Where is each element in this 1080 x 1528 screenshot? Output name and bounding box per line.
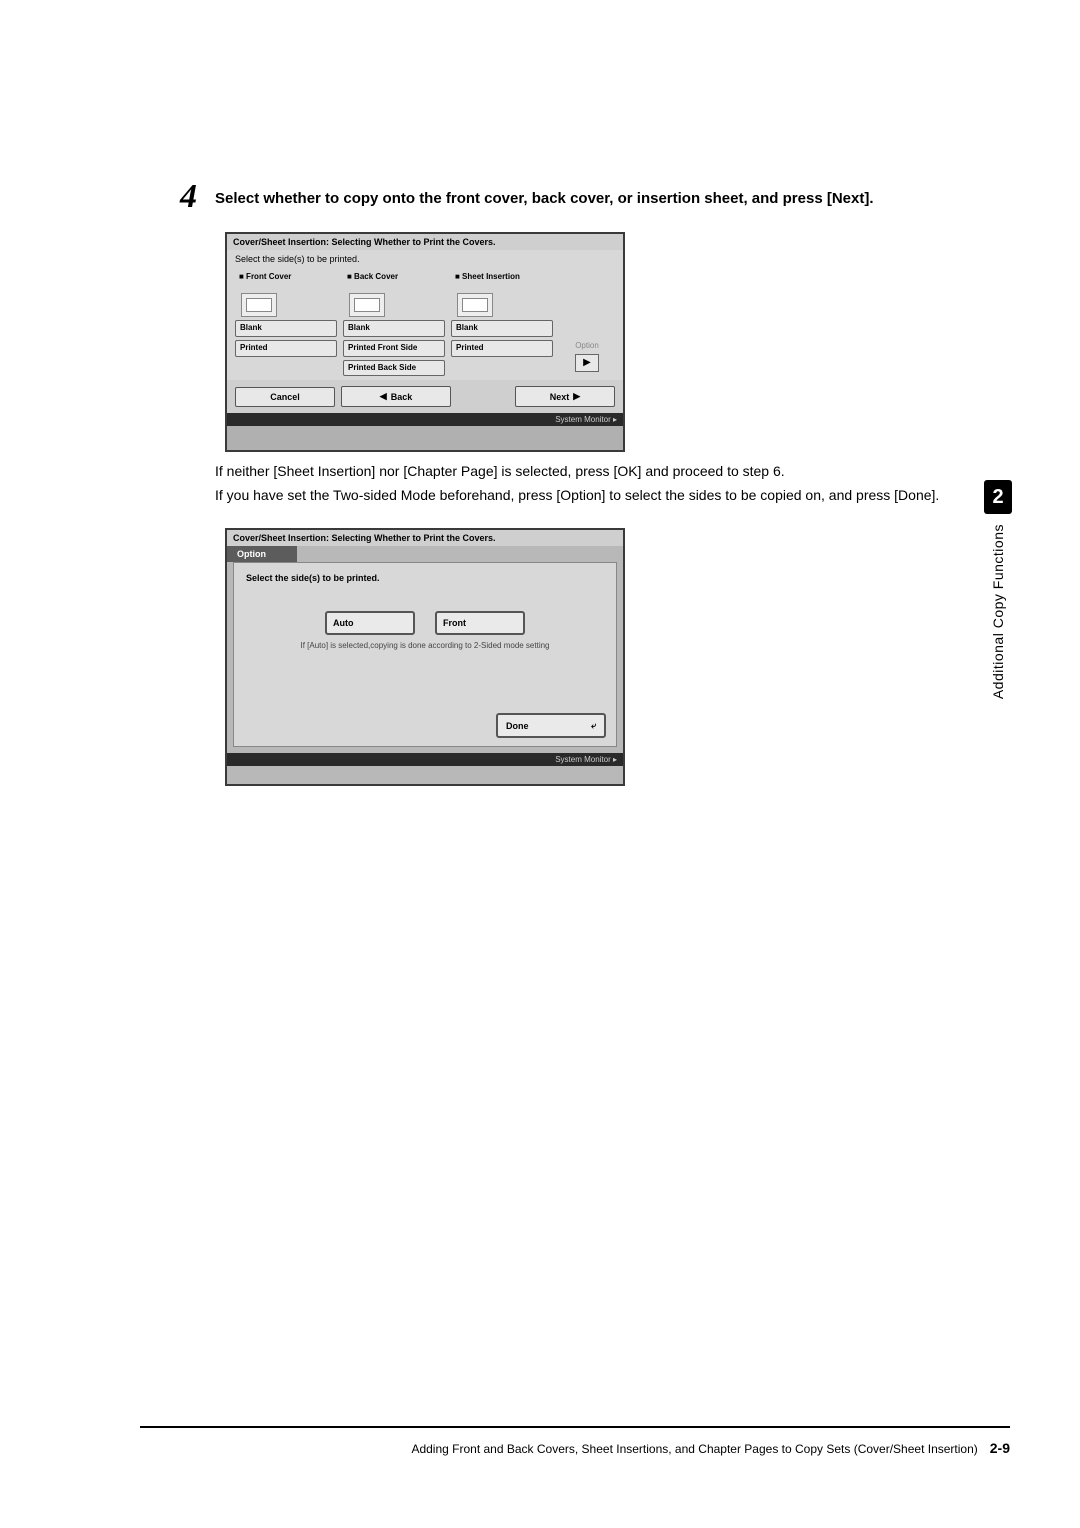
back-blank-button[interactable]: Blank bbox=[343, 320, 445, 337]
front-button[interactable]: Front bbox=[435, 611, 525, 635]
back-printed-back-button[interactable]: Printed Back Side bbox=[343, 360, 445, 377]
nav-row: Cancel ◀ Back Next ▶ bbox=[227, 380, 623, 413]
front-blank-button[interactable]: Blank bbox=[235, 320, 337, 337]
system-monitor-bar-2[interactable]: System Monitor ▸ bbox=[227, 753, 623, 766]
screenshot-cover-selection: Cover/Sheet Insertion: Selecting Whether… bbox=[225, 232, 625, 452]
footer-page-number: 2-9 bbox=[990, 1440, 1010, 1456]
paragraph-note-2: If you have set the Two-sided Mode befor… bbox=[215, 486, 985, 506]
cancel-button[interactable]: Cancel bbox=[235, 387, 335, 407]
back-button[interactable]: ◀ Back bbox=[341, 386, 451, 407]
option-tab: Option bbox=[227, 546, 297, 562]
sheet-insertion-header: ■ Sheet Insertion bbox=[451, 272, 553, 290]
step-number: 4 bbox=[180, 178, 197, 216]
option-hint: If [Auto] is selected,copying is done ac… bbox=[246, 641, 604, 651]
done-label: Done bbox=[506, 721, 529, 731]
page: 4 Select whether to copy onto the front … bbox=[0, 0, 1080, 1528]
back-printed-front-button[interactable]: Printed Front Side bbox=[343, 340, 445, 357]
back-cover-icon bbox=[349, 293, 385, 317]
back-arrow-icon: ◀ bbox=[380, 391, 387, 402]
system-monitor-bar[interactable]: System Monitor ▸ bbox=[227, 413, 623, 426]
chapter-number-badge: 2 bbox=[984, 480, 1012, 514]
option-label: Option bbox=[575, 341, 599, 350]
screenshot-option-dialog: Cover/Sheet Insertion: Selecting Whether… bbox=[225, 528, 625, 786]
dialog-title: Cover/Sheet Insertion: Selecting Whether… bbox=[227, 234, 623, 250]
front-cover-header: ■ Front Cover bbox=[235, 272, 337, 290]
paragraph-note-1: If neither [Sheet Insertion] nor [Chapte… bbox=[215, 462, 985, 482]
chapter-side-tab: 2 Additional Copy Functions bbox=[984, 480, 1012, 699]
sheet-insertion-column: ■ Sheet Insertion Blank Printed bbox=[451, 272, 553, 376]
next-button[interactable]: Next ▶ bbox=[515, 386, 615, 407]
option-button-row: Auto Front bbox=[246, 611, 604, 635]
step-instruction: Select whether to copy onto the front co… bbox=[215, 188, 955, 209]
back-label: Back bbox=[391, 392, 413, 402]
option-panel: Select the side(s) to be printed. Auto F… bbox=[233, 562, 617, 747]
dialog-body: ■ Front Cover Blank Printed ■ Back Cover… bbox=[227, 268, 623, 380]
auto-button[interactable]: Auto bbox=[325, 611, 415, 635]
footer-text: Adding Front and Back Covers, Sheet Inse… bbox=[411, 1442, 977, 1456]
front-cover-column: ■ Front Cover Blank Printed bbox=[235, 272, 337, 376]
back-cover-header: ■ Back Cover bbox=[343, 272, 445, 290]
footer: Adding Front and Back Covers, Sheet Inse… bbox=[140, 1440, 1010, 1456]
sheet-insertion-icon bbox=[457, 293, 493, 317]
option-arrow-button[interactable]: ▶ bbox=[575, 354, 599, 372]
next-label: Next bbox=[550, 392, 570, 402]
back-cover-column: ■ Back Cover Blank Printed Front Side Pr… bbox=[343, 272, 445, 376]
front-printed-button[interactable]: Printed bbox=[235, 340, 337, 357]
done-return-icon: ⤶ bbox=[591, 720, 596, 731]
dialog-subtitle: Select the side(s) to be printed. bbox=[227, 250, 623, 268]
option-subtitle: Select the side(s) to be printed. bbox=[246, 573, 604, 583]
chapter-label: Additional Copy Functions bbox=[990, 524, 1006, 699]
front-cover-icon bbox=[241, 293, 277, 317]
dialog2-title: Cover/Sheet Insertion: Selecting Whether… bbox=[227, 530, 623, 546]
option-column: Option ▶ bbox=[559, 272, 615, 376]
footer-rule bbox=[140, 1426, 1010, 1428]
done-row: Done ⤶ bbox=[496, 713, 606, 738]
sheet-printed-button[interactable]: Printed bbox=[451, 340, 553, 357]
done-button[interactable]: Done ⤶ bbox=[496, 713, 606, 738]
next-arrow-icon: ▶ bbox=[573, 391, 580, 402]
sheet-blank-button[interactable]: Blank bbox=[451, 320, 553, 337]
